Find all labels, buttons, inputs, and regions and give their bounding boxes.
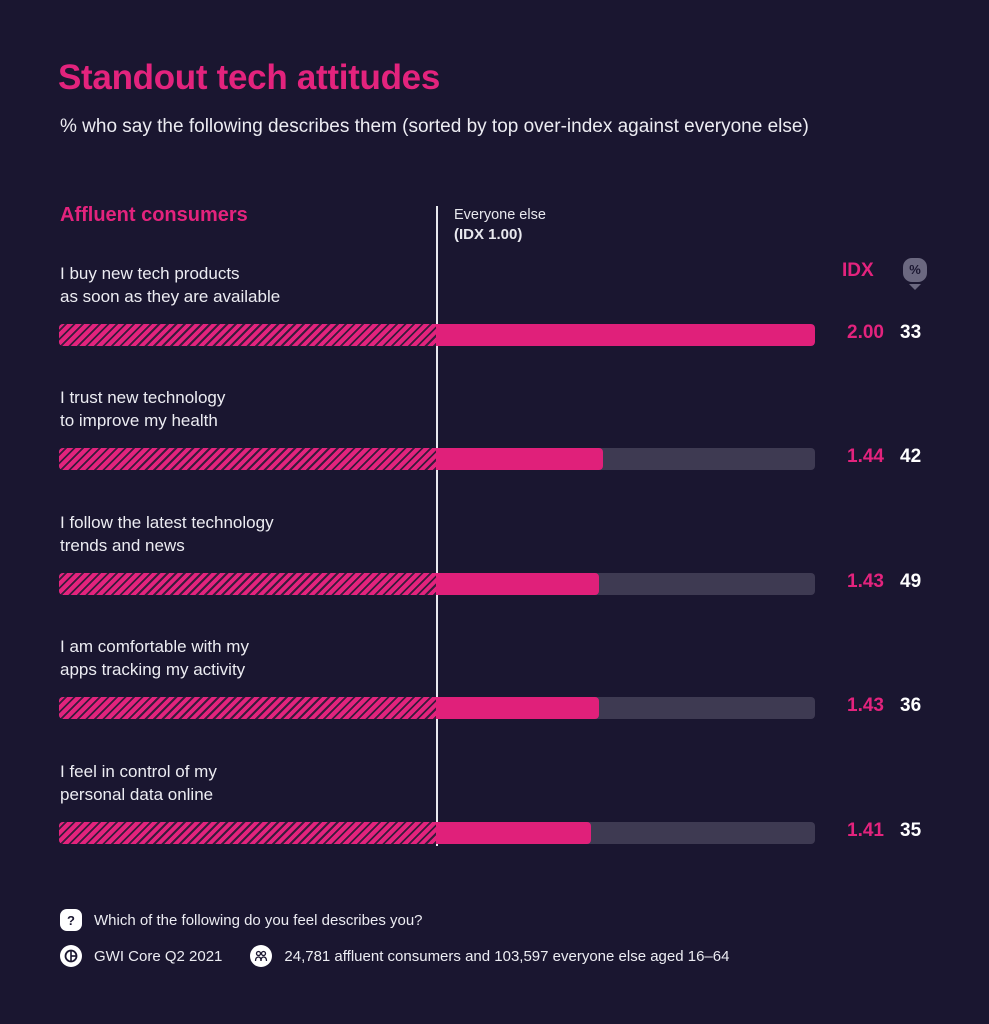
people-icon	[250, 945, 273, 967]
percent-value: 49	[900, 571, 922, 592]
bar-track	[59, 573, 815, 595]
percent-value: 35	[900, 820, 922, 841]
footer-question: ? Which of the following do you feel des…	[60, 909, 423, 931]
chart-row: I follow the latest technology trends and…	[0, 511, 989, 611]
idx-value: 1.43	[847, 571, 884, 592]
question-icon: ?	[60, 909, 82, 931]
chart-row: I buy new tech products as soon as they a…	[0, 262, 989, 362]
footer-sample-text: 24,781 affluent consumers and 103,597 ev…	[284, 947, 730, 965]
percent-value: 42	[900, 446, 922, 467]
bar-idx-fill	[436, 822, 592, 844]
footer-question-text: Which of the following do you feel descr…	[94, 911, 423, 929]
chart-row: I trust new technology to improve my heal…	[0, 386, 989, 486]
bar-baseline-hatched	[59, 324, 436, 346]
row-label-line-1: I buy new tech products	[60, 264, 240, 283]
percent-column-icon: %	[903, 258, 927, 282]
bar-track	[59, 324, 815, 346]
row-label-line-2: personal data online	[60, 785, 214, 804]
row-label: I am comfortable with my apps tracking my…	[60, 635, 390, 681]
percent-value: 36	[900, 695, 922, 716]
row-label-line-1: I am comfortable with my	[60, 637, 249, 656]
footer-source-text: GWI Core Q2 2021	[94, 947, 223, 965]
group-label: Affluent consumers	[60, 204, 248, 226]
row-label: I follow the latest technology trends and…	[60, 511, 390, 557]
bar-baseline-hatched	[59, 448, 436, 470]
row-label-line-2: to improve my health	[60, 411, 218, 430]
reference-line	[436, 206, 438, 846]
bar-idx-fill	[436, 573, 599, 595]
row-label-line-1: I follow the latest technology	[60, 513, 274, 532]
bar-idx-fill	[436, 324, 815, 346]
chart-row: I am comfortable with my apps tracking my…	[0, 635, 989, 735]
bar-baseline-hatched	[59, 573, 436, 595]
row-label-line-2: as soon as they are available	[60, 287, 281, 306]
footer-source: GWI Core Q2 2021 24,781 affluent consume…	[60, 945, 729, 967]
row-label-line-2: apps tracking my activity	[60, 660, 246, 679]
bar-track	[59, 448, 815, 470]
bar-baseline-hatched	[59, 697, 436, 719]
gwi-logo-icon	[60, 945, 82, 967]
row-label-line-1: I trust new technology	[60, 388, 226, 407]
percent-column-icon-tip	[909, 284, 921, 290]
idx-value: 1.43	[847, 695, 884, 716]
bar-baseline-hatched	[59, 822, 436, 844]
bar-track	[59, 697, 815, 719]
reference-label: Everyone else (IDX 1.00)	[454, 205, 546, 245]
chart-title: Standout tech attitudes	[58, 58, 440, 97]
reference-idx: (IDX 1.00)	[454, 226, 523, 243]
idx-column-header: IDX	[842, 260, 874, 281]
reference-label-text: Everyone else	[454, 207, 546, 223]
bar-idx-fill	[436, 448, 603, 470]
idx-value: 2.00	[847, 322, 884, 343]
row-label-line-1: I feel in control of my	[60, 762, 217, 781]
idx-value: 1.44	[847, 446, 884, 467]
row-label: I feel in control of my personal data onl…	[60, 760, 390, 806]
row-label: I trust new technology to improve my heal…	[60, 386, 390, 432]
row-label-line-2: trends and news	[60, 536, 185, 555]
idx-value: 1.41	[847, 820, 884, 841]
percent-value: 33	[900, 322, 922, 343]
row-label: I buy new tech products as soon as they a…	[60, 262, 390, 308]
bar-idx-fill	[436, 697, 599, 719]
bar-track	[59, 822, 815, 844]
chart-subtitle: % who say the following describes them (…	[60, 116, 809, 137]
chart-row: I feel in control of my personal data onl…	[0, 760, 989, 860]
